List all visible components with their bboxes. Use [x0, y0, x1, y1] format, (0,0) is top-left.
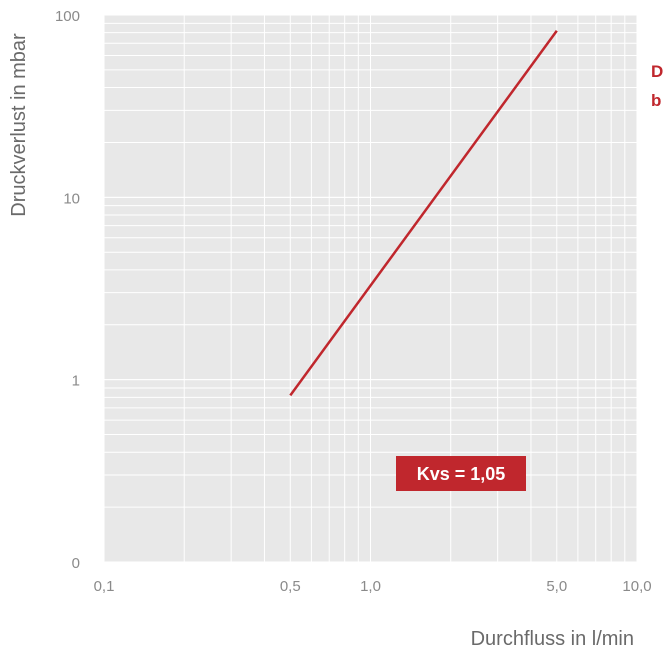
grid [103, 14, 638, 563]
x-axis-title: Durchfluss in l/min [471, 628, 634, 650]
y-tick-label: 10 [63, 190, 80, 207]
tick-labels: 0,1 0,5 1,0 5,0 10,0 0 1 10 100 [55, 8, 652, 595]
y-tick-label: 0 [72, 555, 80, 572]
kvs-label: Kvs = 1,05 [396, 456, 526, 491]
series [289, 29, 558, 397]
kvs-label-box [396, 456, 526, 491]
side-note-line-1: D [651, 62, 663, 81]
x-tick-label: 5,0 [546, 578, 567, 595]
kvs-label-text: Kvs = 1,05 [417, 464, 506, 484]
x-tick-label: 1,0 [360, 578, 381, 595]
y-tick-label: 100 [55, 8, 80, 25]
series-line [289, 29, 558, 397]
y-tick-label: 1 [72, 373, 80, 390]
x-tick-label: 10,0 [622, 578, 651, 595]
side-note-line-2: b [651, 91, 661, 110]
x-tick-label: 0,1 [94, 578, 115, 595]
y-axis-title: Druckverlust in mbar [8, 33, 30, 217]
x-tick-label: 0,5 [280, 578, 301, 595]
